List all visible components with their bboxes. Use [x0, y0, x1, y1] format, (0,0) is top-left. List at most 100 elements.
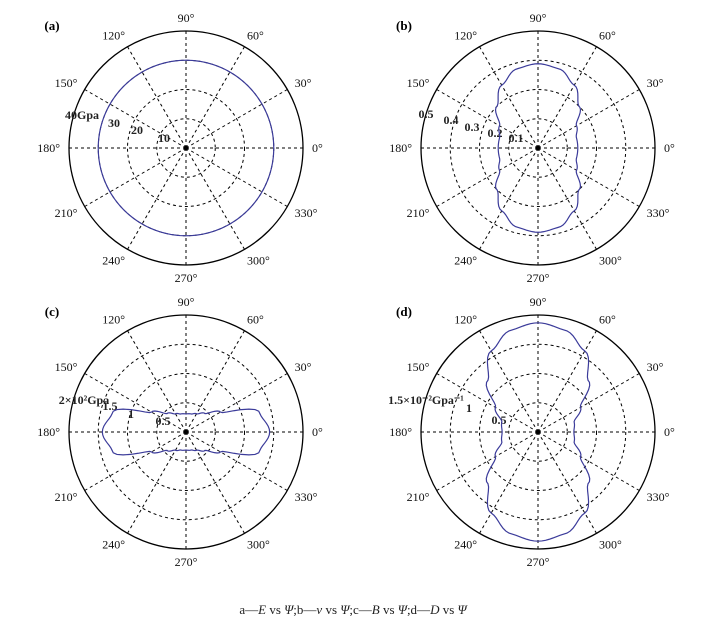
angle-tick-label: 150°	[407, 360, 430, 374]
angle-tick-label: 210°	[55, 206, 78, 220]
grid-spoke	[127, 330, 187, 433]
angle-tick-label: 150°	[407, 76, 430, 90]
grid-spoke	[185, 431, 288, 491]
polar-panel-3: 0° 30° 60° 90° 120° 150° 180° 210° 240° 270° 300° 3…	[37, 295, 323, 569]
grid-spoke	[185, 373, 288, 433]
caption-part: vs	[266, 602, 285, 617]
angle-tick-label: 240°	[102, 254, 125, 268]
caption-part: ;d—	[406, 602, 431, 617]
grid-ring	[508, 402, 568, 462]
center-dot	[535, 429, 541, 435]
polar-panel-2: 0° 30° 60° 90° 120° 150° 180° 210° 240° 270° 300° 3…	[389, 11, 675, 285]
grid-spoke	[185, 147, 245, 250]
radial-tick-label: 1.5×10⁻²Gpa⁻¹	[388, 393, 464, 407]
angle-tick-label: 120°	[454, 28, 477, 42]
grid-spoke	[537, 147, 640, 207]
angle-tick-label: 0°	[664, 425, 675, 439]
grid-spoke	[537, 330, 597, 433]
radial-tick-label: 0.2	[488, 126, 503, 140]
grid-ring	[156, 402, 216, 462]
radial-tick-label: 0.5	[419, 107, 434, 121]
angle-tick-label: 300°	[599, 538, 622, 552]
angle-tick-label: 60°	[247, 312, 264, 326]
grid-ring	[449, 59, 627, 237]
angle-tick-label: 300°	[599, 254, 622, 268]
caption-part: Ψ	[397, 602, 407, 617]
center-dot	[535, 145, 541, 151]
grid-spoke	[84, 89, 187, 149]
panel-label: (a)	[44, 18, 59, 33]
radial-tick-label: 1.5	[103, 399, 118, 413]
grid-spoke	[436, 147, 539, 207]
angle-tick-label: 330°	[295, 490, 318, 504]
angle-tick-label: 330°	[295, 206, 318, 220]
angle-tick-label: 60°	[599, 312, 616, 326]
center-dot	[183, 429, 189, 435]
radial-tick-label: 0.5	[492, 413, 507, 427]
angle-tick-label: 0°	[664, 141, 675, 155]
series-curve	[101, 408, 271, 456]
angle-tick-label: 120°	[454, 312, 477, 326]
grid-spoke	[185, 46, 245, 149]
grid-spoke	[127, 46, 187, 149]
radial-tick-label: 0.3	[465, 120, 480, 134]
angle-tick-label: 30°	[647, 76, 664, 90]
panel-label: (b)	[396, 18, 412, 33]
angle-tick-label: 60°	[247, 28, 264, 42]
figure-caption: a—E vs Ψ;b—v vs Ψ;c—B vs Ψ;d—D vs Ψ	[0, 602, 706, 618]
angle-tick-label: 180°	[37, 425, 60, 439]
radial-tick-label: 1	[466, 401, 472, 415]
grid-spoke	[185, 330, 245, 433]
caption-part: D	[430, 602, 440, 617]
grid-spoke	[537, 431, 597, 534]
angle-tick-label: 30°	[295, 76, 312, 90]
angle-tick-label: 210°	[55, 490, 78, 504]
angle-tick-label: 90°	[178, 11, 195, 25]
grid-ring	[449, 343, 627, 521]
grid-spoke	[436, 431, 539, 491]
caption-part: E	[258, 602, 267, 617]
grid-ring	[508, 118, 568, 178]
angle-tick-label: 150°	[55, 76, 78, 90]
series-curve	[97, 59, 275, 237]
caption-part: Ψ	[284, 602, 294, 617]
grid-spoke	[479, 330, 539, 433]
angle-tick-label: 90°	[178, 295, 195, 309]
angle-tick-label: 120°	[102, 28, 125, 42]
angle-tick-label: 270°	[527, 555, 550, 569]
angle-tick-label: 270°	[175, 555, 198, 569]
grid-spoke	[84, 431, 187, 491]
angle-tick-label: 180°	[389, 141, 412, 155]
angle-tick-label: 60°	[599, 28, 616, 42]
caption-part: a—	[239, 602, 259, 617]
series-curve	[494, 63, 582, 233]
center-dot	[183, 145, 189, 151]
grid-spoke	[537, 431, 640, 491]
angle-tick-label: 120°	[102, 312, 125, 326]
panel-label: (d)	[396, 304, 412, 319]
angle-tick-label: 240°	[102, 538, 125, 552]
grid-ring	[127, 373, 245, 491]
radial-tick-label: 2×10²Gpa	[59, 393, 109, 407]
grid-ring	[479, 373, 597, 491]
grid-spoke	[84, 147, 187, 207]
angle-tick-label: 240°	[454, 538, 477, 552]
grid-ring	[127, 89, 245, 207]
polar-plot-grid: 0° 30° 60° 90° 120° 150° 180° 210° 240° 270° 300° 3…	[37, 11, 675, 569]
angle-tick-label: 30°	[647, 360, 664, 374]
radial-tick-label: 0.5	[156, 414, 171, 428]
angle-tick-label: 270°	[175, 271, 198, 285]
polar-panel-1: 0° 30° 60° 90° 120° 150° 180° 210° 240° 270° 300° 3…	[37, 11, 323, 285]
grid-ring	[156, 118, 216, 178]
grid-spoke	[436, 89, 539, 149]
caption-part: ;c—	[349, 602, 372, 617]
angle-tick-label: 330°	[647, 206, 670, 220]
angle-tick-label: 90°	[530, 295, 547, 309]
grid-spoke	[537, 89, 640, 149]
angle-tick-label: 240°	[454, 254, 477, 268]
angle-tick-label: 210°	[407, 206, 430, 220]
grid-spoke	[127, 147, 187, 250]
caption-part: vs	[439, 602, 458, 617]
radial-tick-label: 20	[131, 123, 143, 137]
angle-tick-label: 0°	[312, 425, 323, 439]
